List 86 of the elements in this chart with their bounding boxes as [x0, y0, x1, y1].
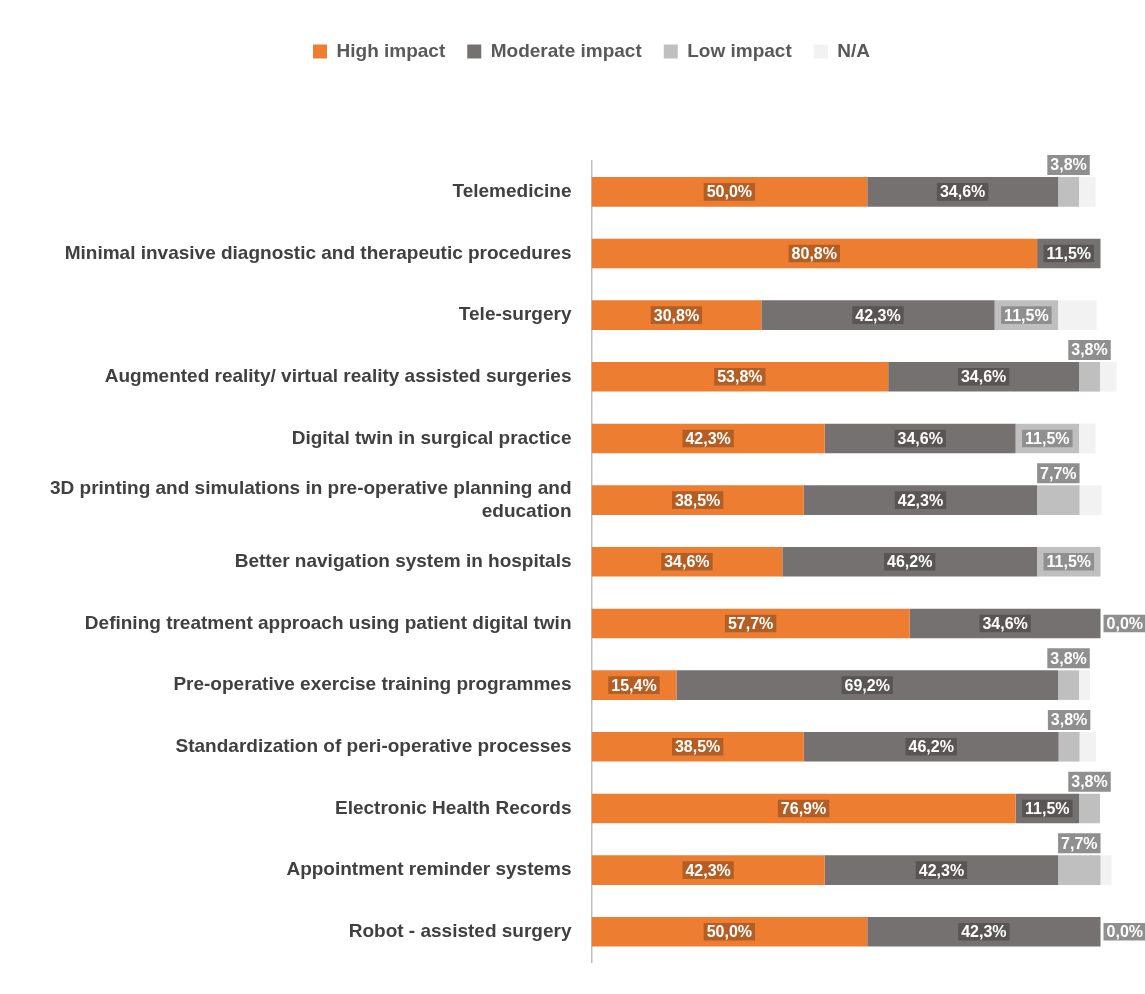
data-label: 34,6% [939, 183, 986, 201]
data-label: 34,6% [982, 614, 1028, 632]
data-label: 11,5% [1046, 244, 1092, 262]
data-label: 3,8% [1050, 649, 1087, 667]
data-label: 50,0% [706, 923, 753, 941]
y-tick-label: Defining treatment approach using patient digital twin [84, 611, 572, 633]
data-label: 38,5% [674, 738, 721, 756]
y-tick-label: Tele-surgery [458, 303, 572, 325]
bar [803, 731, 1059, 762]
data-label: 42,3% [918, 861, 965, 879]
data-label: 3,8% [1071, 773, 1108, 791]
bar [591, 608, 910, 639]
data-label: 42,3% [685, 429, 731, 447]
bar [1058, 177, 1080, 207]
data-label: 11,5% [1025, 429, 1070, 447]
y-tick-label: Pre-operative exercise training programmes [173, 673, 572, 695]
bar [1100, 855, 1112, 885]
y-tick-label: Telemedicine [452, 180, 572, 202]
data-label: 76,9% [780, 799, 827, 817]
y-tick-label: Augmented reality/ virtual reality assisted surgeries [104, 365, 572, 387]
bar [1079, 177, 1096, 207]
bar [1058, 670, 1080, 700]
data-label: 7,7% [1040, 464, 1077, 482]
data-label: 15,4% [611, 676, 657, 694]
bar [1058, 300, 1097, 330]
bar [803, 485, 1038, 515]
bar [676, 670, 1059, 700]
bar [824, 855, 1059, 885]
data-label: 46,2% [887, 553, 933, 571]
data-label: 42,3% [897, 491, 944, 509]
bar [591, 362, 889, 392]
y-tick-label: Electronic Health Records [334, 796, 572, 818]
bar [1079, 362, 1100, 392]
data-label: 11,5% [1004, 306, 1049, 324]
bar [867, 916, 1101, 947]
bar [1099, 362, 1117, 392]
bar [591, 485, 804, 515]
data-label: 42,3% [685, 861, 731, 879]
bar [1079, 423, 1096, 454]
data-label: 38,5% [674, 491, 721, 509]
legend-label: N/A [837, 39, 871, 61]
bar [1037, 485, 1080, 515]
data-label: 53,8% [717, 368, 763, 386]
data-label: 3,8% [1071, 341, 1108, 359]
data-label: 80,8% [791, 244, 837, 262]
bar [591, 731, 804, 762]
legend-label: Low impact [687, 39, 793, 61]
data-label: 0,0% [1106, 614, 1143, 632]
bar [1058, 855, 1101, 885]
bar [761, 300, 995, 330]
data-label: 34,6% [664, 553, 710, 571]
bar [591, 238, 1038, 269]
y-tick-label: Digital twin in surgical practice [291, 426, 572, 448]
data-label: 42,3% [855, 306, 901, 324]
data-label: 42,3% [961, 923, 1007, 941]
data-label: 34,6% [960, 368, 1007, 386]
bar [591, 855, 825, 885]
y-tick-label: Appointment reminder systems [286, 858, 572, 880]
y-tick-label: Standardization of peri-operative processes [175, 735, 572, 757]
data-label: 3,8% [1050, 156, 1087, 174]
bar [591, 177, 868, 207]
data-label: 34,6% [897, 429, 943, 447]
bar [782, 547, 1038, 577]
y-tick-label: Robot - assisted surgery [348, 920, 572, 941]
bar [591, 793, 1016, 824]
bar [1058, 731, 1080, 762]
bar [1079, 485, 1102, 515]
data-label: 0,0% [1106, 923, 1143, 941]
bar [1079, 670, 1091, 700]
data-label: 11,5% [1025, 799, 1070, 817]
legend-label: Moderate impact [490, 39, 643, 61]
data-label: 3,8% [1050, 711, 1088, 729]
data-label: 57,7% [727, 614, 774, 632]
bar [1079, 793, 1100, 824]
bar [1079, 731, 1097, 762]
data-label: 11,5% [1046, 553, 1092, 571]
legend-label: High impact [336, 39, 446, 61]
data-label: 30,8% [653, 306, 700, 324]
y-tick-label: Better navigation system in hospitals [234, 550, 572, 572]
y-tick-label: Minimal invasive diagnostic and therapeutic procedures [64, 241, 572, 263]
data-label: 69,2% [844, 676, 890, 694]
bar [591, 916, 868, 947]
data-label: 46,2% [908, 738, 954, 756]
data-label: 7,7% [1061, 834, 1098, 852]
y-tick-label: 3D printing and simulations in pre-operative planning and education [50, 476, 572, 521]
data-label: 50,0% [706, 183, 753, 201]
